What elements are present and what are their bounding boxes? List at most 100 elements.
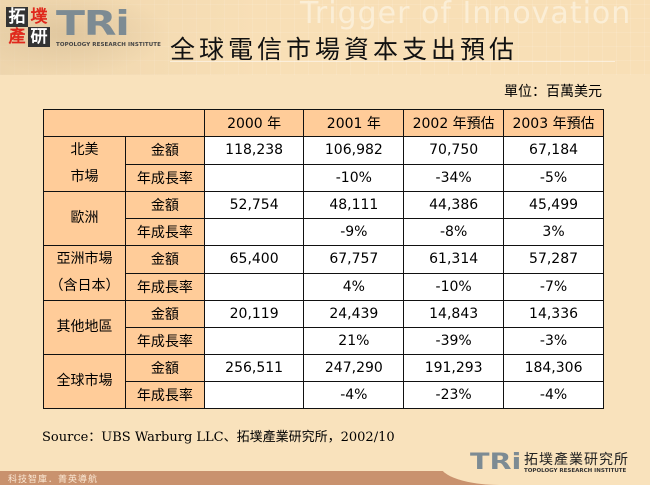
logo-subtitle: TOPOLOGY RESEARCH INSTITUTE xyxy=(56,42,162,48)
region-label: 市場 xyxy=(70,169,99,185)
column-header: 2002 年預估 xyxy=(403,109,505,137)
value-cell xyxy=(203,272,305,301)
footer-logo-chinese: 拓墣產業研究所 xyxy=(524,452,629,468)
tagline: Trigger of Innovation xyxy=(300,0,632,31)
column-header: 2001 年 xyxy=(303,109,405,137)
metric-label: 年成長率 xyxy=(124,163,205,192)
region-cell-global: 全球市場 xyxy=(43,354,126,409)
value-cell: 44,386 xyxy=(403,191,505,219)
value-cell: -4% xyxy=(303,381,405,409)
region-label: 其他地區 xyxy=(56,319,113,335)
source-note: Source：UBS Warburg LLC、拓墣產業研究所，2002/10 xyxy=(42,430,395,445)
logo-char: 產 xyxy=(8,27,26,47)
logo-chinese-mark: 拓 墣 產 研 xyxy=(6,7,50,47)
page-title: 全球電信市場資本支出預估 xyxy=(170,35,519,64)
table-row: 年成長率 4% -10% -7% xyxy=(44,272,604,301)
footer-logo-english: TOPOLOGY RESEARCH INSTITUTE xyxy=(524,468,627,474)
corner-cell xyxy=(43,109,205,137)
metric-label: 年成長率 xyxy=(124,327,205,355)
table-row: 年成長率 -4% -23% -4% xyxy=(44,381,604,409)
table-row: 歐洲 金額 52,754 48,111 44,386 45,499 xyxy=(43,191,604,246)
value-cell: 14,843 xyxy=(403,300,505,328)
region-cell-other: 其他地區 xyxy=(43,300,126,355)
metric-label: 金額 xyxy=(124,191,205,219)
value-cell: 45,499 xyxy=(503,191,604,219)
metric-label: 金額 xyxy=(124,136,205,165)
value-cell: -9% xyxy=(303,218,405,246)
value-cell xyxy=(203,381,305,409)
logo-char: 墣 xyxy=(30,7,48,27)
tri-logo: 拓 墣 產 研 TRi TOPOLOGY RESEARCH INSTITUTE xyxy=(6,7,161,48)
value-cell xyxy=(203,327,305,355)
value-cell: 65,400 xyxy=(203,245,305,274)
capex-table: 2000 年 2001 年 2002 年預估 2003 年預估 北美 市場 金額… xyxy=(43,109,604,409)
footer-curve xyxy=(440,458,650,485)
value-cell: 70,750 xyxy=(403,136,505,165)
value-cell: 256,511 xyxy=(203,354,305,382)
value-cell xyxy=(203,218,305,246)
logo-tri-mark: TRi xyxy=(56,4,130,44)
value-cell: 21% xyxy=(303,327,405,355)
footer-logo: TRi 拓墣產業研究所 TOPOLOGY RESEARCH INSTITUTE xyxy=(470,450,629,475)
column-header: 2003 年預估 xyxy=(503,109,604,137)
value-cell: 61,314 xyxy=(403,245,505,274)
footer-tri-mark: TRi xyxy=(470,450,522,475)
metric-label: 金額 xyxy=(124,245,205,274)
region-label: 亞洲市場 xyxy=(56,251,113,267)
value-cell: -39% xyxy=(403,327,505,355)
value-cell: -23% xyxy=(403,381,505,409)
metric-label: 金額 xyxy=(124,300,205,328)
value-cell: -4% xyxy=(503,381,604,409)
footer-slogan: 科技智庫．菁英導航 xyxy=(8,475,99,485)
metric-label: 年成長率 xyxy=(124,381,205,409)
metric-label: 年成長率 xyxy=(124,272,205,301)
logo-tri-block: TRi TOPOLOGY RESEARCH INSTITUTE xyxy=(56,7,161,48)
value-cell: -5% xyxy=(503,163,604,192)
value-cell: -7% xyxy=(503,272,604,301)
value-cell: 4% xyxy=(303,272,405,301)
table-row: 年成長率 21% -39% -3% xyxy=(44,327,604,355)
value-cell: -3% xyxy=(503,327,604,355)
region-label: 北美 xyxy=(70,142,99,158)
value-cell: 184,306 xyxy=(503,354,604,382)
region-label: 全球市場 xyxy=(56,373,113,389)
footer-logo-names: 拓墣產業研究所 TOPOLOGY RESEARCH INSTITUTE xyxy=(524,452,629,475)
value-cell: 52,754 xyxy=(203,191,305,219)
region-cell-asia: 亞洲市場 （含日本） xyxy=(43,245,126,301)
value-cell: 118,238 xyxy=(203,136,305,165)
value-cell: 24,439 xyxy=(303,300,405,328)
value-cell: -10% xyxy=(303,163,405,192)
column-header: 2000 年 xyxy=(203,109,305,137)
table-row: 亞洲市場 （含日本） 金額 65,400 67,757 61,314 57,28… xyxy=(43,245,604,301)
value-cell: -8% xyxy=(403,218,505,246)
region-label: （含日本） xyxy=(49,278,120,294)
slide-header: Trigger of Innovation 拓 墣 產 研 TRi TOPOLO… xyxy=(0,0,650,75)
value-cell: 67,184 xyxy=(503,136,604,165)
value-cell: 191,293 xyxy=(403,354,505,382)
table-header-row: 2000 年 2001 年 2002 年預估 2003 年預估 xyxy=(43,109,604,137)
value-cell: 57,287 xyxy=(503,245,604,274)
value-cell: -34% xyxy=(403,163,505,192)
value-cell: 106,982 xyxy=(303,136,405,165)
unit-label: 單位：百萬美元 xyxy=(504,84,602,100)
value-cell: -10% xyxy=(403,272,505,301)
metric-label: 年成長率 xyxy=(124,218,205,246)
value-cell: 20,119 xyxy=(203,300,305,328)
table-row: 北美 市場 金額 118,238 106,982 70,750 67,184 xyxy=(43,136,604,192)
value-cell: 247,290 xyxy=(303,354,405,382)
region-label: 歐洲 xyxy=(70,210,99,226)
logo-char: 研 xyxy=(28,27,50,47)
region-cell-europe: 歐洲 xyxy=(43,191,126,246)
value-cell: 14,336 xyxy=(503,300,604,328)
value-cell: 67,757 xyxy=(303,245,405,274)
table-row: 其他地區 金額 20,119 24,439 14,843 14,336 xyxy=(43,300,604,355)
table-row: 年成長率 -10% -34% -5% xyxy=(44,163,604,192)
region-cell-north-america: 北美 市場 xyxy=(43,136,126,192)
title-divider xyxy=(170,61,615,62)
table-row: 年成長率 -9% -8% 3% xyxy=(44,218,604,246)
logo-char: 拓 xyxy=(6,7,28,27)
value-cell xyxy=(203,163,305,192)
table-row: 全球市場 金額 256,511 247,290 191,293 184,306 xyxy=(43,354,604,409)
metric-label: 金額 xyxy=(124,354,205,382)
value-cell: 3% xyxy=(503,218,604,246)
